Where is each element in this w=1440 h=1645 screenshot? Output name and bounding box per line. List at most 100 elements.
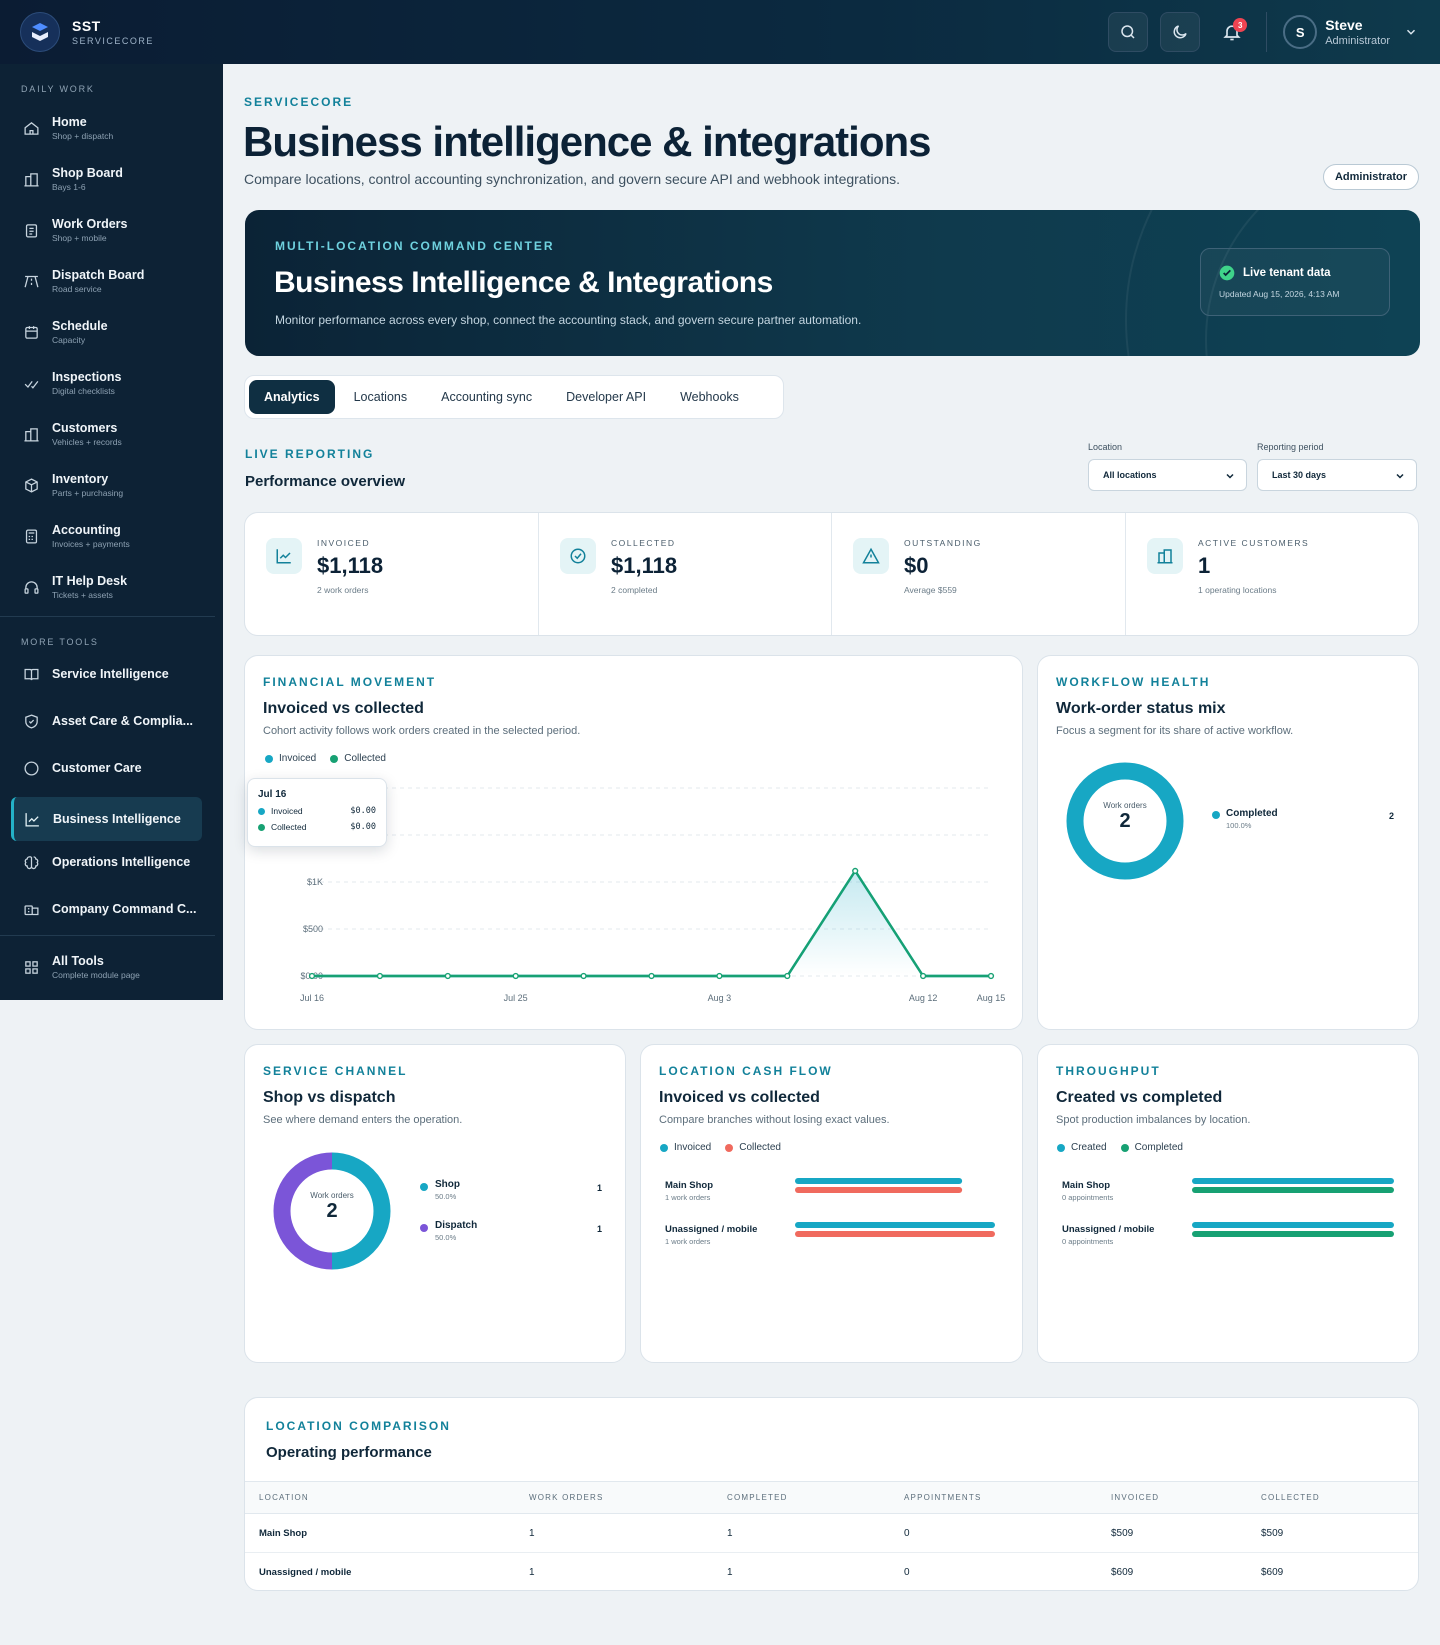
hero-eyebrow: MULTI-LOCATION COMMAND CENTER bbox=[275, 239, 555, 253]
sidebar-item-label: Shop Board bbox=[52, 166, 123, 180]
sidebar-item-customer-care[interactable]: Customer Care bbox=[0, 750, 223, 786]
sidebar-item-label: Customers bbox=[52, 421, 118, 435]
financial-movement-card: FINANCIAL MOVEMENT Invoiced vs collected… bbox=[244, 655, 1023, 1030]
brand[interactable]: SST SERVICECORE bbox=[20, 12, 200, 52]
sidebar-item-asset-care[interactable]: Asset Care & Complia... bbox=[0, 703, 223, 739]
sidebar-item-it-help-desk[interactable]: IT Help Desk Tickets + assets bbox=[0, 565, 223, 609]
donut-slice bbox=[331, 1152, 391, 1270]
tab-analytics[interactable]: Analytics bbox=[249, 380, 335, 414]
legend-invoiced: Invoiced bbox=[660, 1142, 711, 1153]
tab-webhooks[interactable]: Webhooks bbox=[680, 390, 739, 404]
table-cell: 1 bbox=[727, 1552, 904, 1590]
sidebar-item-shop-board[interactable]: Shop Board Bays 1-6 bbox=[0, 157, 223, 201]
legend-label: Completed bbox=[1226, 808, 1278, 819]
building-icon bbox=[22, 425, 40, 443]
table-cell: 1 bbox=[727, 1513, 904, 1553]
sidebar-item-sub: Invoices + payments bbox=[52, 539, 130, 549]
bar-invoiced bbox=[795, 1222, 995, 1228]
bar-row-label: Main Shop 1 work orders bbox=[665, 1180, 713, 1202]
sidebar-item-home[interactable]: Home Shop + dispatch bbox=[0, 106, 223, 150]
table-cell: 0 bbox=[904, 1552, 1111, 1590]
sidebar-item-accounting[interactable]: Accounting Invoices + payments bbox=[0, 514, 223, 558]
legend-count: 1 bbox=[596, 1224, 602, 1234]
kpi-sub: Average $559 bbox=[904, 585, 957, 595]
home-icon bbox=[22, 119, 40, 137]
trend-icon bbox=[266, 538, 302, 574]
live-label: Live tenant data bbox=[1243, 267, 1331, 279]
card-title: Operating performance bbox=[266, 1444, 432, 1461]
sidebar-item-label: Dispatch Board bbox=[52, 268, 145, 282]
sidebar-item-service-intelligence[interactable]: Service Intelligence bbox=[0, 656, 223, 692]
legend-item[interactable]: Dispatch 50.0% 1 bbox=[420, 1220, 602, 1242]
tab-developer-api[interactable]: Developer API bbox=[566, 390, 647, 404]
sidebar-item-company-command[interactable]: Company Command C... bbox=[0, 891, 223, 927]
table-cell: $509 bbox=[1111, 1513, 1261, 1553]
sidebar-item-label: Inspections bbox=[52, 370, 122, 384]
card-eyebrow: FINANCIAL MOVEMENT bbox=[263, 675, 437, 689]
sidebar-item-customers[interactable]: Customers Vehicles + records bbox=[0, 412, 223, 456]
alert-icon bbox=[853, 538, 889, 574]
legend-item[interactable]: Completed 100.0% 2 bbox=[1212, 808, 1394, 830]
sidebar-item-inventory[interactable]: Inventory Parts + purchasing bbox=[0, 463, 223, 507]
legend-collected: Collected bbox=[330, 753, 386, 764]
y-tick-label: $500 bbox=[303, 924, 323, 934]
table-row[interactable]: Main Shop 1 1 0 $509 $509 bbox=[245, 1513, 1418, 1553]
sidebar-item-all-tools[interactable]: All Tools Complete module page bbox=[0, 945, 223, 989]
x-tick-label: Aug 12 bbox=[909, 993, 938, 1003]
row-name: Unassigned / mobile bbox=[1062, 1224, 1155, 1235]
table-cell: $609 bbox=[1111, 1552, 1261, 1590]
notifications-button[interactable]: 3 bbox=[1212, 12, 1252, 52]
data-point bbox=[308, 972, 316, 980]
kpi-value: $0 bbox=[904, 553, 929, 578]
tab-locations[interactable]: Locations bbox=[353, 390, 408, 404]
legend-label: Dispatch bbox=[435, 1220, 478, 1231]
card-eyebrow: LOCATION CASH FLOW bbox=[659, 1064, 833, 1078]
data-point bbox=[852, 867, 859, 875]
legend-label: Created bbox=[1071, 1142, 1107, 1153]
divider bbox=[1266, 12, 1268, 52]
sidebar-item-label: Accounting bbox=[52, 523, 121, 537]
data-point bbox=[376, 972, 384, 980]
chart-icon bbox=[23, 810, 41, 828]
avatar: S bbox=[1283, 15, 1318, 49]
theme-toggle-button[interactable] bbox=[1160, 12, 1201, 52]
row-sub: 1 work orders bbox=[665, 1237, 711, 1246]
table-header-row: LOCATION WORK ORDERS COMPLETED APPOINTME… bbox=[245, 1481, 1418, 1514]
sidebar-item-operations-intelligence[interactable]: Operations Intelligence bbox=[0, 844, 223, 880]
sidebar-item-schedule[interactable]: Schedule Capacity bbox=[0, 310, 223, 354]
search-button[interactable] bbox=[1108, 12, 1149, 52]
x-tick-label: Jul 16 bbox=[300, 993, 324, 1003]
location-select-value: All locations bbox=[1103, 470, 1157, 480]
period-select[interactable]: Last 30 days bbox=[1257, 459, 1417, 491]
sidebar-item-business-intelligence[interactable]: Business Intelligence bbox=[11, 797, 202, 841]
brand-name: SST bbox=[72, 18, 101, 34]
sidebar-item-inspections[interactable]: Inspections Digital checklists bbox=[0, 361, 223, 405]
sidebar-item-work-orders[interactable]: Work Orders Shop + mobile bbox=[0, 208, 223, 252]
top-bar: SST SERVICECORE 3 S Steve Administrator bbox=[0, 0, 1440, 64]
table-row[interactable]: Unassigned / mobile 1 1 0 $609 $609 bbox=[245, 1552, 1418, 1590]
card-title: Work-order status mix bbox=[1056, 700, 1226, 717]
legend-item[interactable]: Shop 50.0% 1 bbox=[420, 1179, 602, 1201]
data-point bbox=[784, 972, 791, 980]
bar-created bbox=[1192, 1178, 1394, 1184]
page-eyebrow: SERVICECORE bbox=[244, 95, 354, 109]
sidebar-item-label: Inventory bbox=[52, 472, 109, 486]
bar-created bbox=[1192, 1222, 1394, 1228]
period-filter-label: Reporting period bbox=[1257, 442, 1324, 452]
sidebar-item-sub: Bays 1-6 bbox=[52, 182, 86, 192]
legend-completed: Completed bbox=[1120, 1142, 1183, 1153]
throughput-bar-chart bbox=[1192, 1178, 1394, 1237]
table-cell: 1 bbox=[529, 1552, 727, 1590]
sidebar-item-dispatch-board[interactable]: Dispatch Board Road service bbox=[0, 259, 223, 303]
donut-center-value: 2 bbox=[1119, 810, 1131, 832]
row-sub: 0 appointments bbox=[1062, 1237, 1114, 1246]
chevron-down-icon bbox=[1396, 473, 1404, 479]
data-point bbox=[919, 972, 927, 980]
location-select[interactable]: All locations bbox=[1088, 459, 1247, 491]
reporting-eyebrow: LIVE REPORTING bbox=[245, 447, 375, 461]
tab-bar: Analytics Locations Accounting sync Deve… bbox=[244, 375, 784, 419]
user-menu[interactable]: S Steve Administrator bbox=[1283, 15, 1418, 49]
column-header: COMPLETED bbox=[727, 1481, 904, 1514]
tab-accounting-sync[interactable]: Accounting sync bbox=[441, 390, 533, 404]
building-icon bbox=[22, 170, 40, 188]
